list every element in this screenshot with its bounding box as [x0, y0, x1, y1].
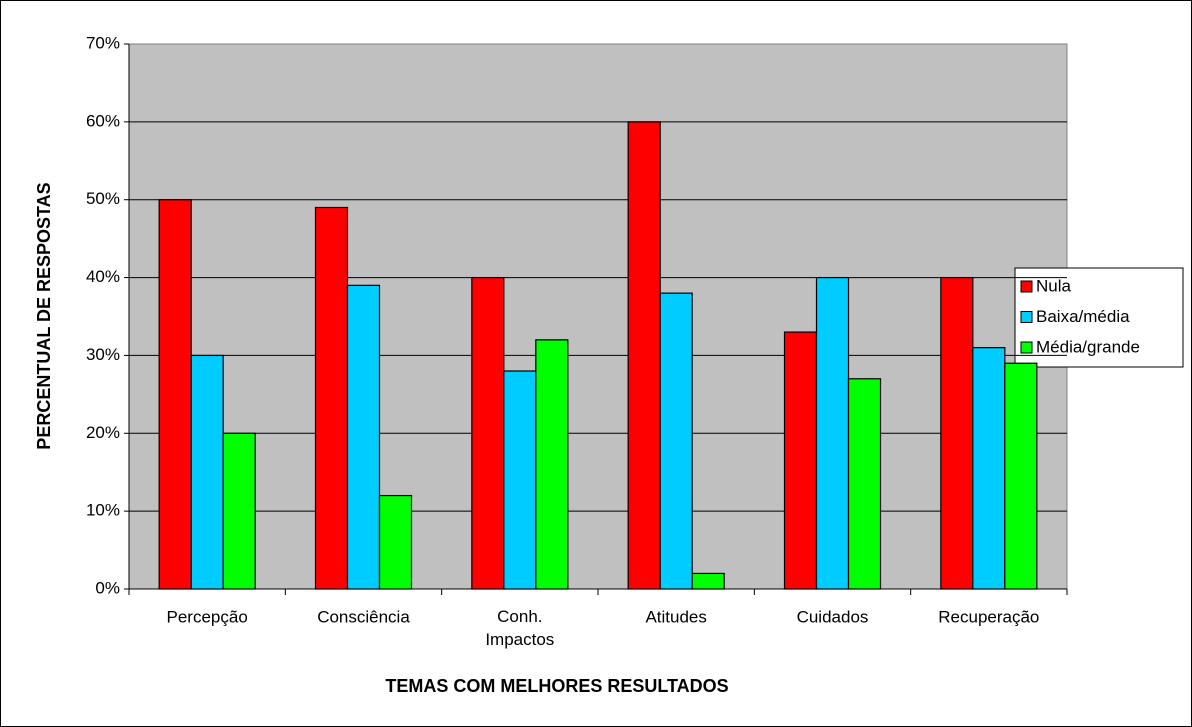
y-tick-label: 20%: [86, 423, 120, 442]
x-tick-label: Conh. Impactos: [485, 607, 554, 649]
bar: [691, 572, 725, 590]
legend-label: Baixa/média: [1036, 307, 1130, 326]
plot-area: [128, 43, 1068, 590]
bar: [627, 121, 661, 590]
y-tick-label: 40%: [86, 267, 120, 286]
legend-swatch: [1020, 341, 1033, 354]
bar: [346, 284, 381, 590]
bar: [190, 354, 224, 590]
x-axis-label: TEMAS COM MELHORES RESULTADOS: [385, 676, 728, 696]
bar: [535, 339, 569, 590]
y-tick-label: 30%: [86, 345, 120, 364]
bar: [471, 276, 505, 590]
x-tick-label: Consciência: [317, 607, 410, 626]
legend-label: Média/grande: [1036, 337, 1140, 356]
legend-label: Nula: [1036, 276, 1072, 295]
bar: [659, 292, 693, 590]
legend-swatch: [1020, 311, 1033, 323]
legend-box: [1014, 267, 1184, 368]
bar: [222, 432, 256, 590]
bar: [503, 370, 537, 590]
x-tick-label: Recuperação: [938, 607, 1039, 626]
bar: [815, 276, 850, 590]
y-tick-label: 50%: [86, 189, 120, 208]
x-tick-label: Percepção: [167, 607, 248, 626]
bar: [314, 206, 349, 590]
bar: [847, 378, 882, 590]
y-tick-label: 0%: [95, 578, 120, 597]
y-tick-label: 10%: [86, 501, 120, 520]
legend-swatch: [1020, 280, 1033, 293]
y-tick-label: 60%: [86, 111, 120, 130]
bar: [783, 331, 818, 590]
x-tick-label: Cuidados: [797, 607, 869, 626]
bar: [378, 494, 413, 590]
bar: [1004, 362, 1038, 590]
bar: [940, 276, 974, 590]
bar: [972, 347, 1006, 590]
x-tick-label: Atitudes: [645, 607, 706, 626]
bar: [158, 199, 192, 590]
y-tick-label: 70%: [86, 33, 120, 52]
y-axis-label: PERCENTUAL DE RESPOSTAS: [34, 182, 54, 449]
